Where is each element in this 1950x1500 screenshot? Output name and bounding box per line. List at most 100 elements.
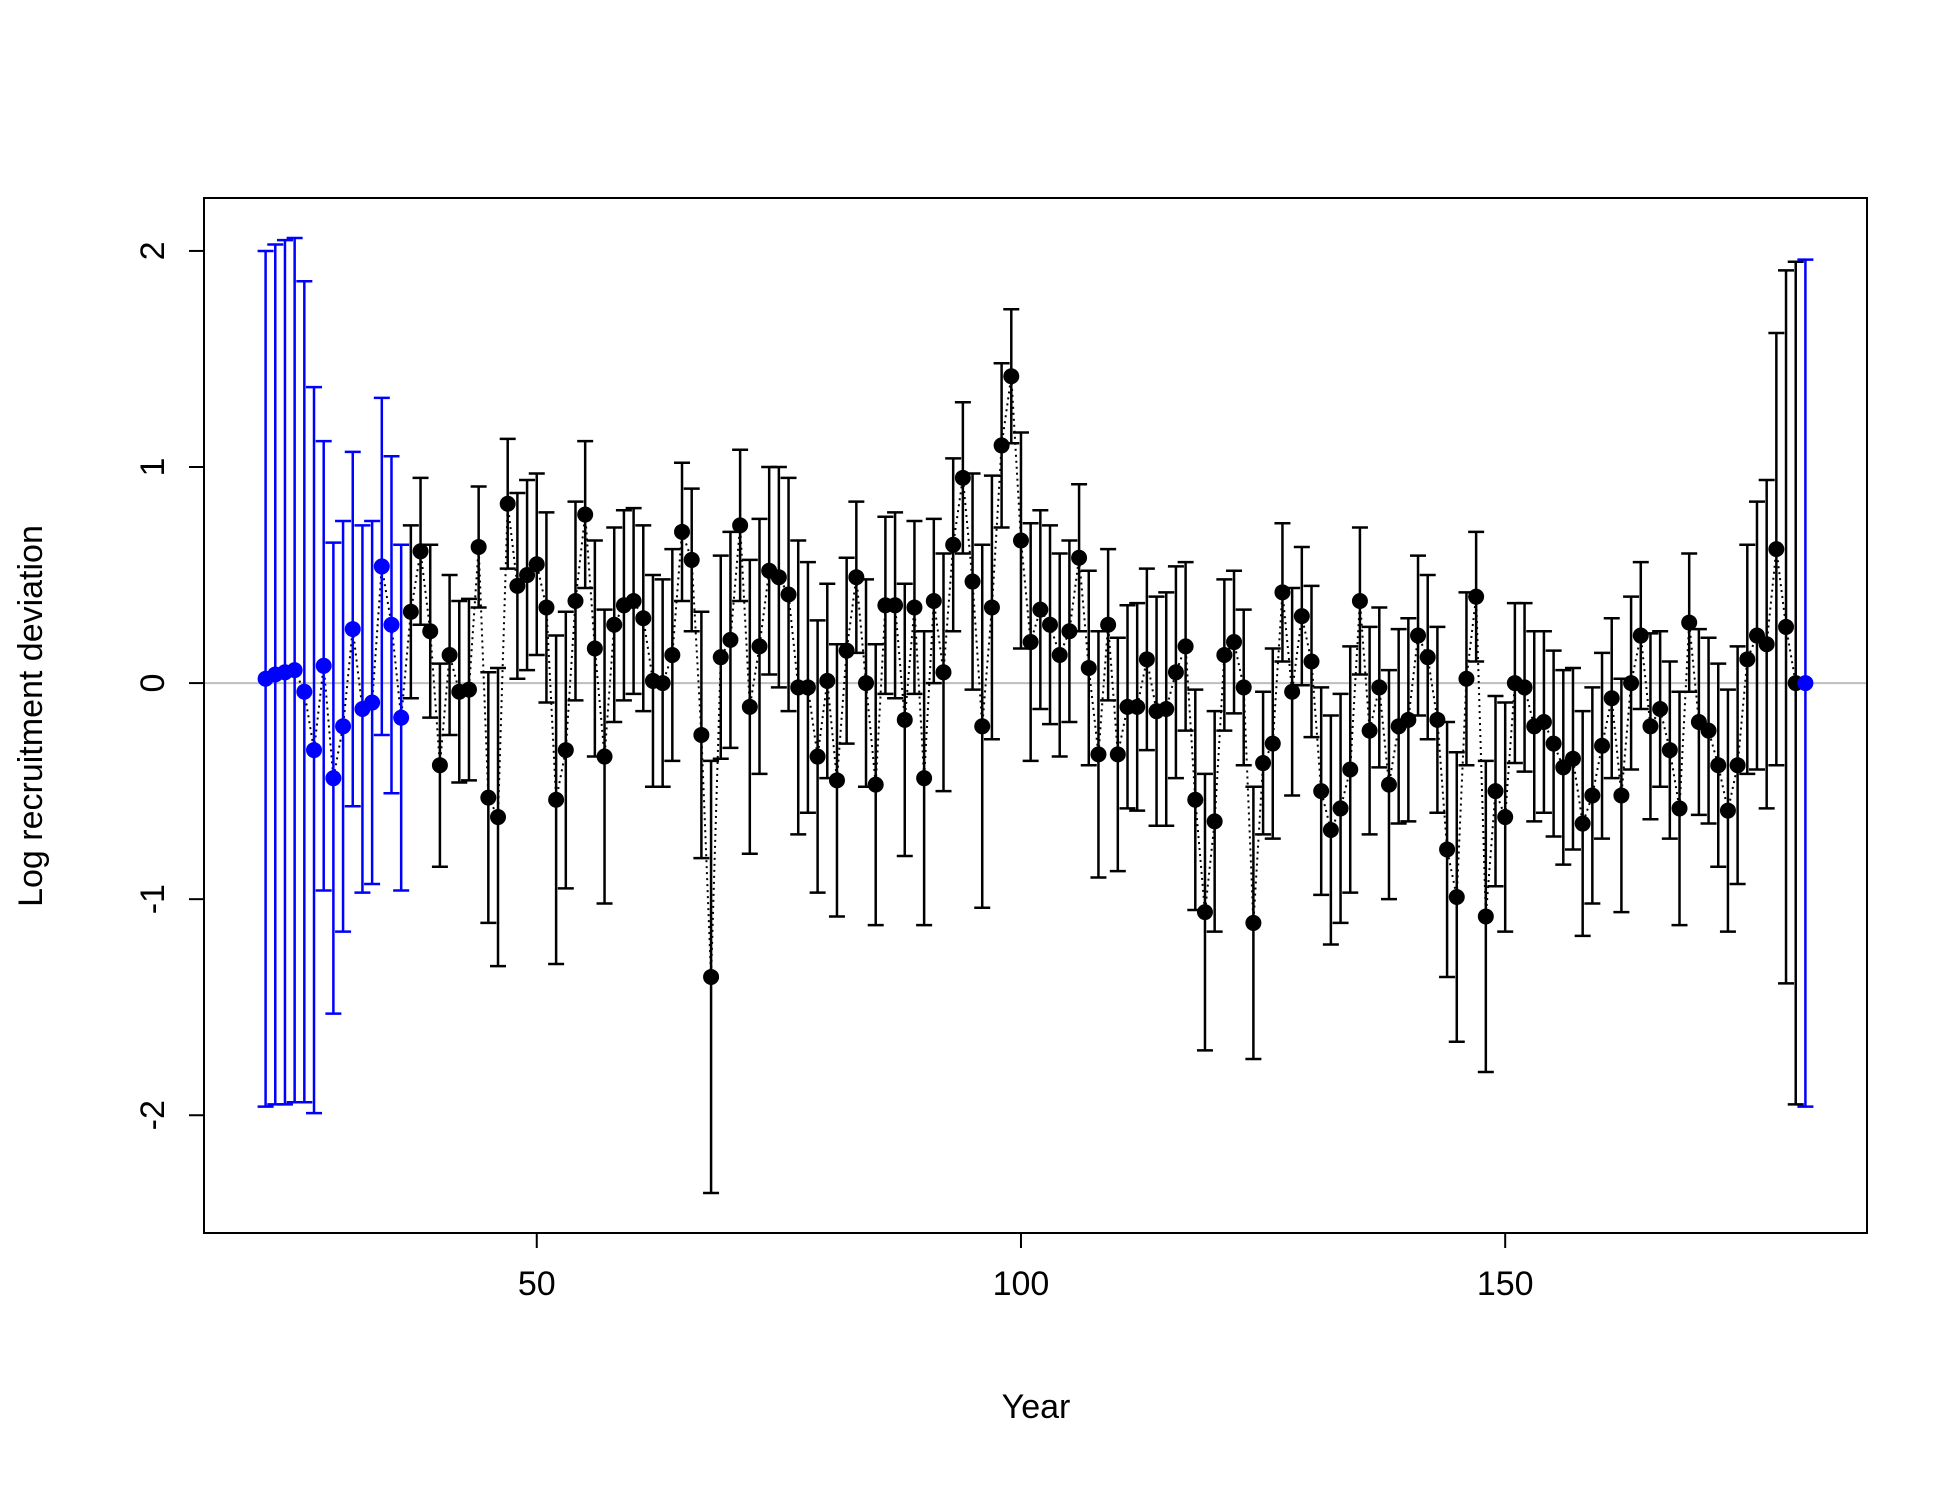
point — [712, 649, 729, 666]
point — [1758, 636, 1775, 653]
point — [528, 556, 545, 573]
point — [1012, 532, 1029, 549]
point — [1177, 638, 1194, 655]
point — [983, 599, 1000, 616]
x-tick-label: 100 — [993, 1265, 1050, 1303]
point — [1313, 783, 1330, 800]
point — [364, 694, 381, 711]
point — [1226, 634, 1243, 651]
point — [1574, 815, 1591, 832]
point — [1729, 757, 1746, 774]
point — [1090, 746, 1107, 763]
point — [1245, 914, 1262, 931]
y-tick-label: 1 — [134, 458, 172, 477]
point — [1022, 634, 1039, 651]
point — [538, 599, 555, 616]
point — [945, 536, 962, 553]
point — [654, 675, 671, 692]
point — [1458, 670, 1475, 687]
point — [1380, 776, 1397, 793]
point — [809, 748, 826, 765]
point — [577, 506, 594, 523]
point — [732, 517, 749, 534]
point — [1700, 722, 1717, 739]
point — [1100, 616, 1117, 633]
y-axis-label: Log recruitment deviation — [12, 525, 50, 907]
point — [1739, 651, 1756, 668]
point — [848, 569, 865, 586]
point — [1545, 735, 1562, 752]
point — [887, 597, 904, 614]
point — [519, 567, 536, 584]
point — [441, 646, 458, 663]
point — [1652, 701, 1669, 718]
point — [548, 791, 565, 808]
y-tick-label: 2 — [134, 241, 172, 260]
point — [1322, 822, 1339, 839]
point — [296, 683, 313, 700]
point — [1497, 809, 1514, 826]
point — [1080, 659, 1097, 676]
y-tick-label: 0 — [134, 674, 172, 693]
point — [1158, 701, 1175, 718]
x-tick-label: 50 — [518, 1265, 556, 1303]
point — [1564, 750, 1581, 767]
point — [373, 558, 390, 575]
point — [306, 742, 323, 759]
point — [1623, 675, 1640, 692]
point — [1516, 679, 1533, 696]
point — [402, 603, 419, 620]
point — [683, 551, 700, 568]
point — [1719, 802, 1736, 819]
point — [1594, 737, 1611, 754]
point — [867, 776, 884, 793]
point — [422, 623, 439, 640]
point — [383, 616, 400, 633]
point — [1196, 904, 1213, 921]
point — [625, 592, 642, 609]
x-tick-label: 150 — [1477, 1265, 1534, 1303]
point — [1303, 653, 1320, 670]
point — [490, 809, 507, 826]
point — [1109, 746, 1126, 763]
point — [1400, 711, 1417, 728]
point — [1661, 742, 1678, 759]
point — [1342, 761, 1359, 778]
point — [1129, 698, 1146, 715]
point — [799, 679, 816, 696]
point — [1439, 841, 1456, 858]
point — [1274, 584, 1291, 601]
point — [964, 573, 981, 590]
point — [586, 640, 603, 657]
point — [693, 726, 710, 743]
point — [1138, 651, 1155, 668]
point — [470, 538, 487, 555]
point — [916, 770, 933, 787]
point — [1681, 614, 1698, 631]
point — [1187, 791, 1204, 808]
point — [993, 437, 1010, 454]
point — [1477, 908, 1494, 925]
point — [1419, 649, 1436, 666]
point — [819, 672, 836, 689]
point — [1584, 787, 1601, 804]
point — [741, 698, 758, 715]
point — [1264, 735, 1281, 752]
point — [1235, 679, 1252, 696]
point — [1778, 618, 1795, 635]
point — [828, 772, 845, 789]
y-tick-label: -2 — [134, 1100, 172, 1130]
point — [925, 592, 942, 609]
point — [1429, 711, 1446, 728]
point — [286, 662, 303, 679]
point — [664, 646, 681, 663]
point — [1768, 541, 1785, 558]
point — [1351, 592, 1368, 609]
plot-frame — [203, 197, 1868, 1234]
point — [1332, 800, 1349, 817]
point — [1167, 664, 1184, 681]
point — [325, 770, 342, 787]
point — [460, 681, 477, 698]
